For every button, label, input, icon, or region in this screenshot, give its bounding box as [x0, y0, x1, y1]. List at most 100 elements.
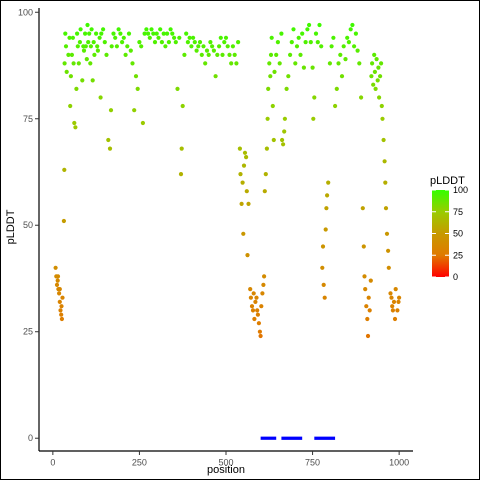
data-point [135, 86, 140, 91]
data-point [255, 308, 260, 313]
data-point [254, 295, 259, 300]
data-point [81, 48, 87, 53]
data-point [380, 116, 385, 121]
data-point [180, 103, 185, 109]
data-point [177, 35, 182, 40]
data-point [217, 44, 222, 49]
data-point [76, 61, 81, 66]
data-point [303, 40, 308, 45]
data-point [201, 44, 206, 49]
data-point [137, 40, 142, 45]
data-point [348, 27, 353, 32]
data-point [161, 31, 166, 36]
data-point [159, 40, 164, 45]
data-point [213, 74, 218, 79]
data-point [282, 116, 287, 121]
data-point [393, 287, 398, 292]
data-point [222, 40, 227, 45]
data-point [373, 86, 378, 91]
data-point [225, 44, 230, 49]
data-point [315, 40, 320, 45]
y-tick-label: 100 [18, 7, 33, 17]
data-point [300, 31, 305, 36]
data-point [92, 52, 97, 58]
data-point [73, 125, 78, 130]
data-point [104, 52, 109, 58]
data-point [126, 31, 132, 36]
data-point [106, 137, 111, 143]
data-point [156, 35, 161, 40]
data-point [88, 61, 93, 66]
data-point [341, 44, 346, 49]
data-point [86, 40, 91, 45]
y-tick-label: 75 [23, 114, 33, 124]
legend-ticks: 0 25 50 75 100 [432, 185, 468, 282]
data-point [240, 180, 245, 185]
data-point [275, 40, 280, 45]
data-point [210, 44, 215, 49]
data-point [170, 31, 175, 36]
data-point [346, 40, 351, 45]
data-point [90, 78, 95, 83]
data-point [95, 48, 100, 53]
data-point [120, 40, 125, 45]
data-point [379, 61, 384, 66]
data-point [374, 57, 379, 62]
legend-tick-label: 75 [453, 207, 463, 217]
data-point [133, 74, 139, 79]
data-point [325, 193, 330, 198]
data-point [208, 40, 213, 45]
data-point [284, 86, 289, 91]
y-tick-label: 0 [28, 433, 33, 443]
data-point [384, 231, 390, 236]
data-point [364, 304, 369, 309]
data-point [280, 137, 285, 143]
legend-colorbar [432, 190, 449, 277]
data-point [196, 44, 201, 49]
data-point [142, 31, 147, 36]
y-axis-label: pLDDT [5, 209, 17, 244]
data-point [178, 172, 184, 177]
data-point [272, 69, 277, 74]
data-point [71, 61, 76, 66]
data-point [301, 65, 306, 70]
data-point [313, 31, 319, 36]
data-point [77, 40, 82, 45]
data-point [361, 244, 366, 249]
data-point [264, 146, 269, 151]
data-point [305, 27, 310, 32]
data-point [288, 52, 293, 58]
data-point [363, 287, 368, 292]
data-point [322, 295, 327, 300]
data-point [140, 120, 145, 126]
data-point [353, 31, 358, 36]
data-point [242, 150, 248, 155]
data-point [258, 333, 263, 339]
data-point [355, 48, 360, 53]
data-point [244, 189, 249, 194]
data-point [251, 291, 256, 296]
data-point [379, 103, 384, 109]
data-point [60, 295, 65, 300]
data-point [282, 129, 287, 134]
data-point [320, 265, 325, 270]
data-point [189, 44, 194, 49]
data-point [312, 95, 317, 100]
x-tick-label: 1000 [389, 457, 409, 467]
data-point [324, 206, 329, 211]
data-point [102, 40, 107, 45]
data-point [317, 22, 322, 28]
data-point [289, 40, 294, 45]
data-point [396, 299, 401, 304]
data-point [320, 244, 326, 249]
data-point [248, 287, 253, 292]
data-point [234, 61, 239, 66]
data-point [352, 44, 357, 49]
data-point [57, 299, 62, 304]
data-point [372, 52, 377, 58]
data-point [263, 172, 268, 177]
data-point [179, 146, 184, 151]
data-point [63, 44, 69, 49]
data-points [53, 22, 402, 339]
data-point [375, 78, 380, 83]
